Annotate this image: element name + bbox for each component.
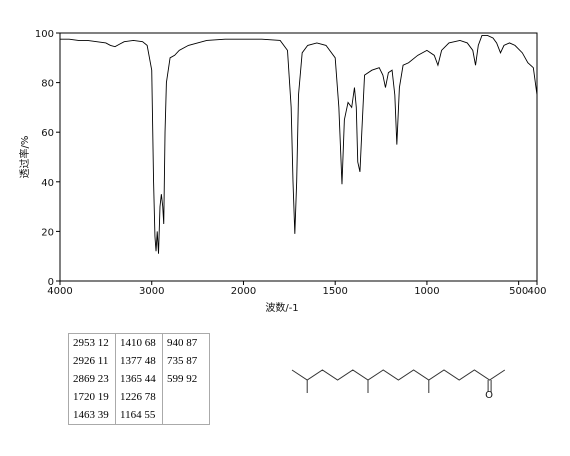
table-cell: 940 87 <box>162 333 210 352</box>
x-axis-label: 波数/-1 <box>265 301 298 314</box>
wavenumber: 2869 <box>73 373 95 385</box>
plot-frame <box>59 32 538 282</box>
y-tick-label: 20 <box>41 227 54 238</box>
wavenumber: 2953 <box>73 337 95 349</box>
table-cell <box>162 406 210 425</box>
table-cell: 599 92 <box>162 370 210 388</box>
table-cell: 1410 68 <box>115 333 163 352</box>
x-tick-label: 1000 <box>414 286 439 297</box>
table-row: 1720 19 1226 78 <box>68 388 210 406</box>
wavenumber: 1365 <box>120 373 142 385</box>
transmittance: 48 <box>144 355 156 367</box>
spectrum-line <box>60 35 538 254</box>
wavenumber: 1410 <box>120 337 142 349</box>
transmittance: 87 <box>186 355 198 367</box>
table-cell: 1164 55 <box>115 406 163 425</box>
wavenumber: 1377 <box>120 355 142 367</box>
wavenumber: 1164 <box>120 409 142 421</box>
table-cell: 2953 12 <box>68 333 116 352</box>
x-tick-label: 3000 <box>139 286 164 297</box>
x-tick-label: 1500 <box>322 286 347 297</box>
transmittance: 19 <box>97 391 109 403</box>
table-cell: 735 87 <box>162 352 210 370</box>
oxygen-label: O <box>485 390 493 401</box>
y-tick-label: 100 <box>35 29 54 40</box>
table-cell: 1226 78 <box>115 388 163 406</box>
x-tick-label: 2000 <box>231 286 256 297</box>
wavenumber: 1226 <box>120 391 142 403</box>
y-tick-label: 40 <box>41 178 54 189</box>
wavenumber: 1463 <box>73 409 95 421</box>
transmittance: 23 <box>97 373 109 385</box>
table-row: 2953 12 1410 68 940 87 <box>68 333 210 352</box>
wavenumber: 1720 <box>73 391 95 403</box>
y-tick-label: 0 <box>48 277 54 288</box>
transmittance: 87 <box>186 337 198 349</box>
x-tick-label: 500 <box>509 286 528 297</box>
transmittance: 78 <box>144 391 156 403</box>
peak-table: 2953 12 1410 68 940 87 2926 11 1377 48 735 87… <box>68 333 210 425</box>
y-tick-label: 60 <box>41 128 54 139</box>
molecule <box>291 369 506 393</box>
table-cell: 2869 23 <box>68 370 116 388</box>
table-cell: 2926 11 <box>68 352 116 370</box>
table-row: 2869 23 1365 44 599 92 <box>68 370 210 388</box>
transmittance: 44 <box>144 373 156 385</box>
x-tick-label: 4000 <box>47 286 72 297</box>
wavenumber: 940 <box>167 337 184 349</box>
transmittance: 68 <box>144 337 156 349</box>
transmittance: 11 <box>97 355 109 367</box>
table-row: 2926 11 1377 48 735 87 <box>68 352 210 370</box>
wavenumber: 2926 <box>73 355 95 367</box>
transmittance: 12 <box>97 337 109 349</box>
table-row: 1463 39 1164 55 <box>68 406 210 425</box>
bond-chain <box>291 369 506 381</box>
table-cell <box>162 388 210 406</box>
transmittance: 39 <box>97 409 109 421</box>
table-cell: 1377 48 <box>115 352 163 370</box>
y-tick-label: 80 <box>41 79 54 90</box>
transmittance: 92 <box>186 373 198 385</box>
x-tick-label: 400 <box>527 286 546 297</box>
table-cell: 1463 39 <box>68 406 116 425</box>
wavenumber: 599 <box>167 373 184 385</box>
y-axis-label: 透过率/% <box>18 136 31 179</box>
transmittance: 55 <box>144 409 156 421</box>
table-cell: 1365 44 <box>115 370 163 388</box>
table-cell: 1720 19 <box>68 388 116 406</box>
wavenumber: 735 <box>167 355 184 367</box>
